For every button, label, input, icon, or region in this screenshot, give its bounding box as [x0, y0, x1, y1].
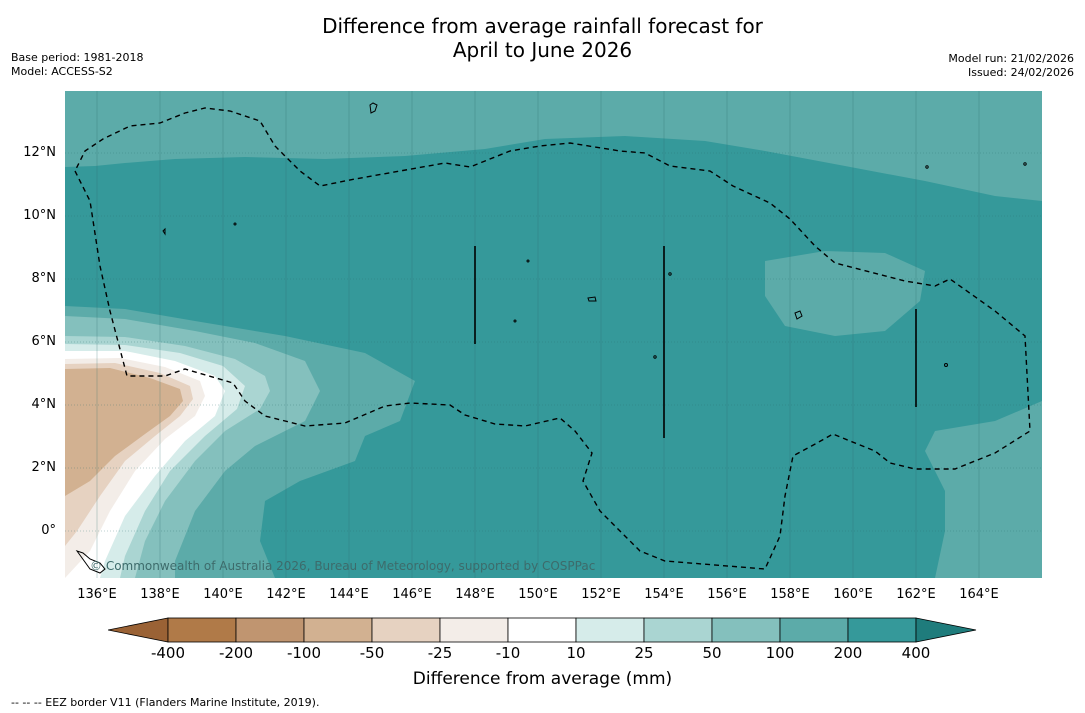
map-svg	[65, 91, 1042, 578]
contour-100-patch	[765, 251, 925, 336]
colorbar-seg-8	[643, 617, 713, 643]
cb-label-1: -400	[150, 644, 186, 662]
x-tick-138e: 138°E	[140, 587, 180, 602]
cb-label-10: 100	[765, 644, 795, 662]
cb-label-2: -200	[218, 644, 254, 662]
y-tick-12n: 12°N	[23, 145, 56, 160]
colorbar-seg-9	[711, 617, 781, 643]
title-line-1: Difference from average rainfall forecas…	[322, 14, 763, 38]
y-tick-6n: 6°N	[31, 334, 57, 349]
colorbar-max-arrow	[915, 617, 977, 643]
title-line-2: April to June 2026	[452, 38, 633, 62]
x-tick-146e: 146°E	[392, 587, 432, 602]
colorbar-title: Difference from average (mm)	[412, 669, 673, 689]
x-tick-140e: 140°E	[203, 587, 243, 602]
meta-left: Base period: 1981-2018 Model: ACCESS-S2	[11, 51, 143, 79]
eez-border	[74, 107, 1031, 570]
cb-label-7: 10	[566, 644, 586, 662]
y-tick-2n: 2°N	[31, 460, 57, 475]
x-tick-152e: 152°E	[581, 587, 621, 602]
x-tick-156e: 156°E	[707, 587, 747, 602]
colorbar-seg-4	[371, 617, 441, 643]
colorbar-seg-2	[235, 617, 305, 643]
x-tick-158e: 158°E	[770, 587, 810, 602]
cb-label-11: 200	[833, 644, 863, 662]
colorbar-seg-3	[303, 617, 373, 643]
x-tick-164e: 164°E	[959, 587, 999, 602]
colorbar-seg-11	[847, 617, 917, 643]
colorbar-seg-6	[507, 617, 577, 643]
x-tick-148e: 148°E	[455, 587, 495, 602]
cb-label-9: 50	[702, 644, 722, 662]
colorbar	[108, 617, 977, 643]
cb-label-6: -10	[495, 644, 521, 662]
cb-label-3: -100	[286, 644, 322, 662]
y-tick-0: 0°	[41, 523, 56, 538]
x-tick-150e: 150°E	[518, 587, 558, 602]
colorbar-min-arrow	[108, 617, 169, 643]
eez-footnote: -- -- -- EEZ border V11 (Flanders Marine…	[11, 696, 320, 709]
boundary-lines	[474, 246, 917, 438]
x-tick-160e: 160°E	[833, 587, 873, 602]
x-tick-142e: 142°E	[266, 587, 306, 602]
contour-dry-50	[65, 368, 183, 496]
cb-label-5: -25	[427, 644, 453, 662]
colorbar-seg-1	[167, 617, 237, 643]
x-tick-162e: 162°E	[896, 587, 936, 602]
colorbar-seg-10	[779, 617, 849, 643]
copyright-notice: © Commonwealth of Australia 2026, Bureau…	[90, 559, 596, 573]
issued-date: Issued: 24/02/2026	[967, 66, 1074, 79]
map-title: Difference from average rainfall forecas…	[0, 14, 1085, 62]
model-run: Model run: 21/02/2026	[948, 52, 1074, 65]
y-tick-4n: 4°N	[31, 397, 57, 412]
cb-label-4: -50	[359, 644, 385, 662]
x-tick-154e: 154°E	[644, 587, 684, 602]
y-tick-8n: 8°N	[31, 271, 57, 286]
meta-right: Model run: 21/02/2026 Issued: 24/02/2026	[948, 52, 1074, 80]
colorbar-seg-7	[575, 617, 645, 643]
colorbar-seg-5	[439, 617, 509, 643]
gridlines	[65, 152, 1042, 532]
y-tick-10n: 10°N	[23, 208, 56, 223]
contour-100-north	[65, 91, 1042, 201]
contour-100-east	[925, 401, 1042, 578]
base-period: Base period: 1981-2018	[11, 51, 144, 64]
cb-label-8: 25	[634, 644, 654, 662]
model-name: Model: ACCESS-S2	[11, 65, 113, 78]
islands	[75, 102, 1027, 574]
x-tick-144e: 144°E	[329, 587, 369, 602]
cb-label-12: 400	[901, 644, 931, 662]
rainfall-map: © Commonwealth of Australia 2026, Bureau…	[65, 91, 1042, 578]
x-tick-136e: 136°E	[77, 587, 117, 602]
